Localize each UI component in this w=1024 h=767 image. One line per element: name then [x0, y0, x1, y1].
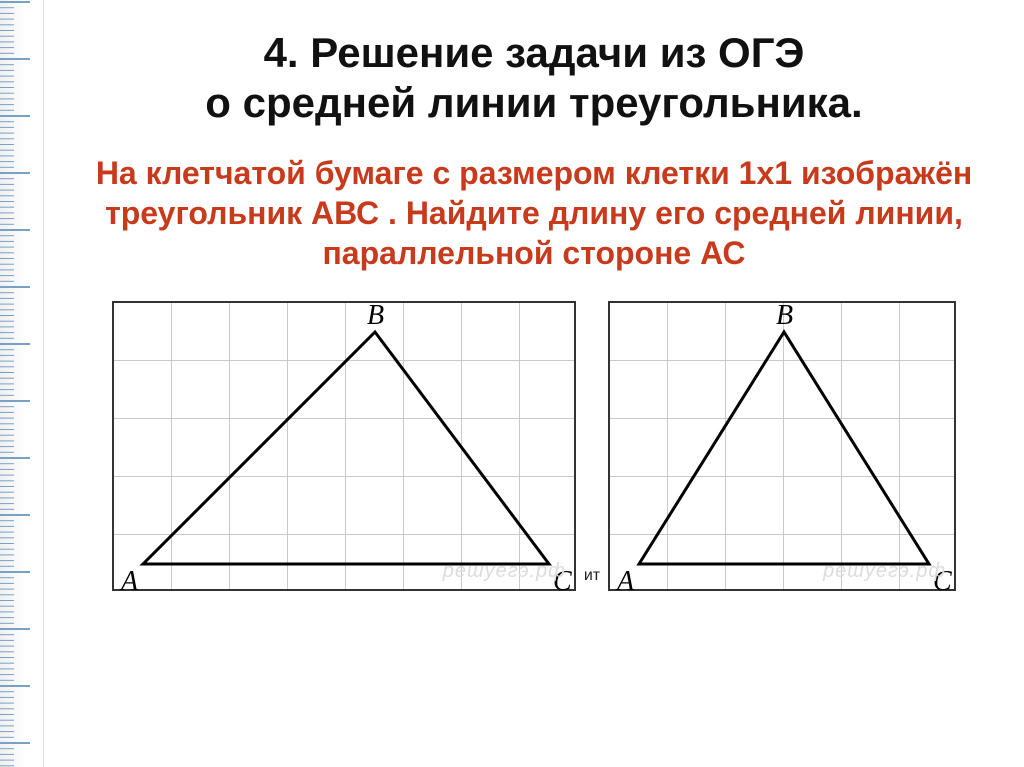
svg-text:A: A [615, 566, 635, 593]
figure-right: ABC решуегэ.рф [608, 301, 956, 591]
figures-row: ABC решуегэ.рф ит ABC решуегэ.рф [68, 301, 1000, 591]
figure-right-triangle: A B C [610, 303, 958, 593]
between-text: ит [584, 567, 600, 591]
figure-left-triangle: A B C [114, 303, 578, 593]
title-line-2: о средней линии треугольника. [205, 79, 862, 126]
figure-right-grid: A B C [608, 301, 956, 591]
slide-title: 4. Решение задачи из ОГЭ о средней линии… [68, 28, 1000, 127]
figure-left: ABC решуегэ.рф [112, 301, 576, 591]
svg-text:C: C [553, 566, 572, 593]
svg-text:B: B [367, 303, 384, 331]
slide-content: 4. Решение задачи из ОГЭ о средней линии… [44, 0, 1024, 767]
problem-text: На клетчатой бумаге с размером клетки 1х… [84, 153, 984, 273]
title-line-1: 4. Решение задачи из ОГЭ [264, 29, 805, 76]
figure-left-grid: A B C [112, 301, 576, 591]
ruler-ticks [0, 0, 44, 767]
svg-text:B: B [776, 303, 793, 331]
svg-text:C: C [933, 566, 952, 593]
svg-text:A: A [119, 566, 139, 593]
ruler-strip [0, 0, 44, 767]
